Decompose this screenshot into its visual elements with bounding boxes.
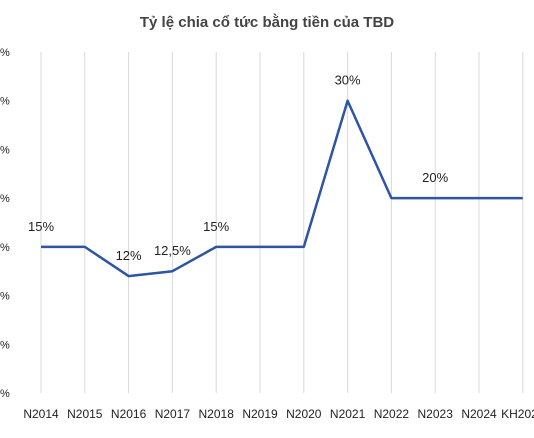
y-tick-label: % [0, 242, 10, 254]
y-tick-label: % [0, 47, 10, 59]
x-tick-label: N2024 [461, 407, 497, 421]
x-tick-label: N2023 [418, 407, 454, 421]
chart-title: Tỷ lệ chia cổ tức bằng tiền của TBD [139, 14, 395, 31]
data-label: 15% [203, 219, 229, 234]
x-tick-label: N2020 [286, 407, 322, 421]
series-line [41, 99, 523, 278]
x-tick-label: N2016 [111, 407, 147, 421]
x-tick-label: N2021 [330, 407, 366, 421]
x-tick-label: KH2025 [501, 407, 534, 421]
x-tick-label: N2015 [67, 407, 103, 421]
y-tick-label: % [0, 291, 10, 303]
x-tick-label: N2022 [374, 407, 410, 421]
x-tick-label: N2017 [155, 407, 191, 421]
data-label: 12,5% [154, 243, 191, 258]
x-tick-label: N2018 [199, 407, 235, 421]
y-tick-label: % [0, 388, 10, 400]
y-tick-label: % [0, 144, 10, 156]
data-label: 15% [28, 219, 54, 234]
data-label: 12% [116, 248, 142, 263]
data-label: 30% [335, 73, 361, 88]
data-label: 20% [422, 170, 448, 185]
y-tick-label: % [0, 193, 10, 205]
y-tick-label: % [0, 96, 10, 108]
x-tick-label: N2014 [23, 407, 59, 421]
y-tick-label: % [0, 339, 10, 351]
x-tick-label: N2019 [242, 407, 278, 421]
